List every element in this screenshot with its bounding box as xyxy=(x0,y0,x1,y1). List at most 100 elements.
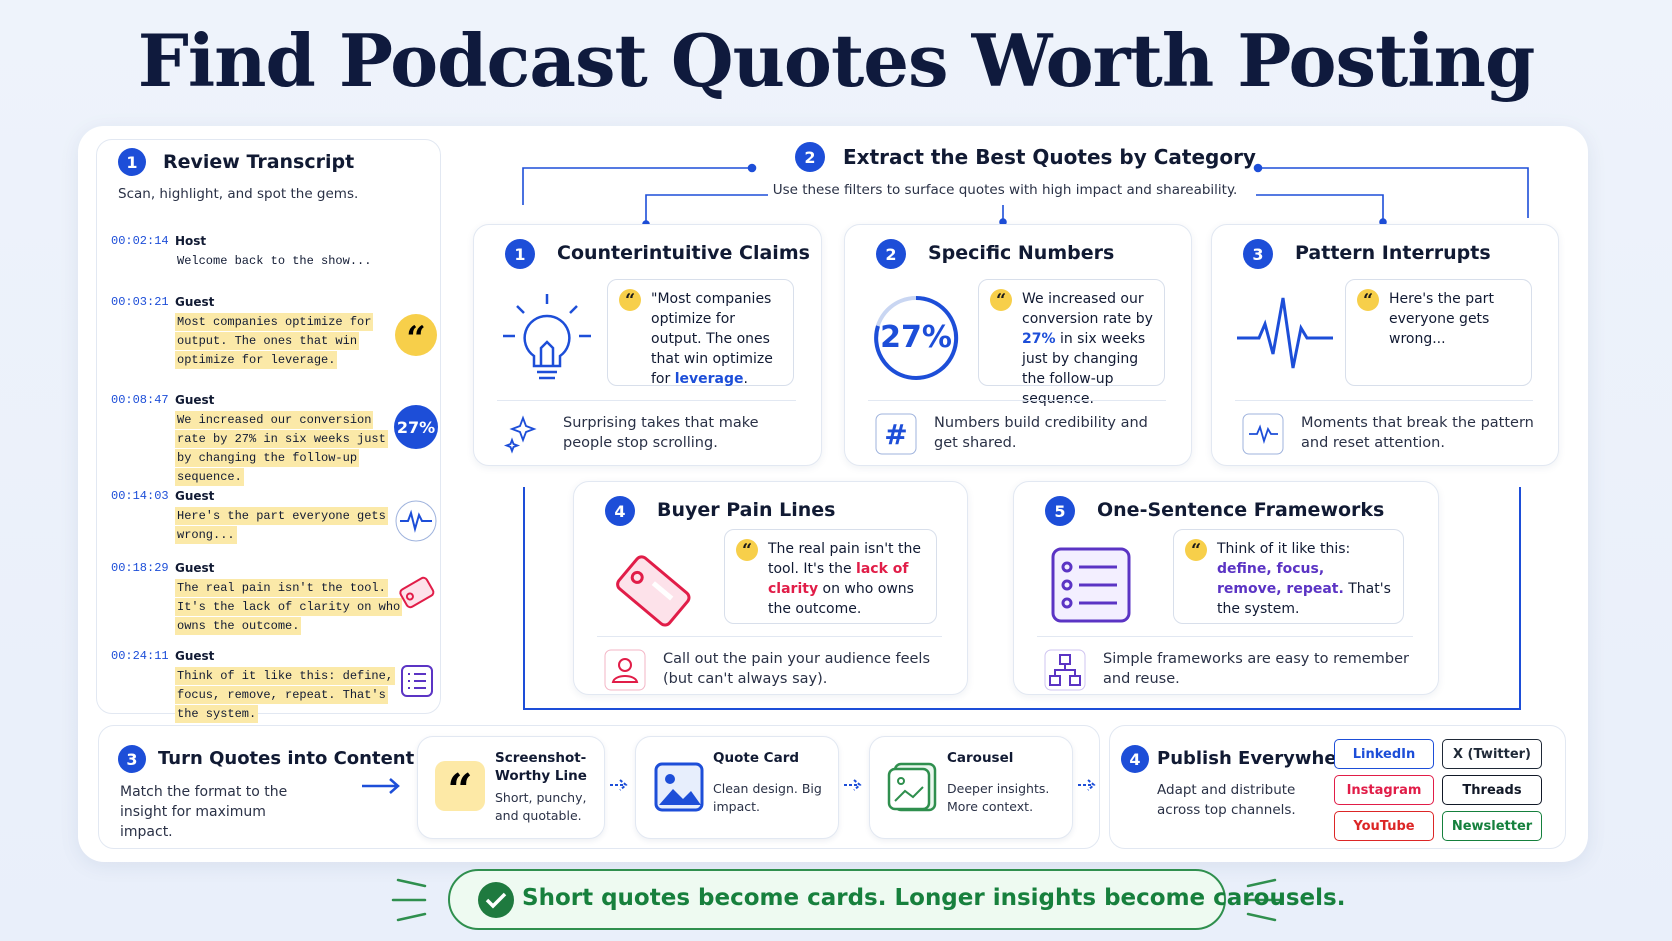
icon xyxy=(601,539,701,639)
icon: “ xyxy=(394,313,438,359)
timestamp: 00:08:47 xyxy=(111,393,169,407)
icon-shape xyxy=(897,777,905,785)
icon-shape xyxy=(616,555,691,627)
icon-graphic: “ xyxy=(395,314,437,359)
transcript-text: Here's the part everyone gets wrong... xyxy=(175,507,401,545)
icon-shape xyxy=(399,576,435,609)
quote-segment: on who owns the outcome. xyxy=(768,581,914,617)
icon-graphic xyxy=(1044,649,1086,691)
channel-badge: X (Twitter) xyxy=(1442,739,1542,769)
stat-text: 27% xyxy=(880,320,952,355)
icon-shape xyxy=(665,774,675,784)
ray xyxy=(396,878,427,888)
quote-text: The real pain isn't the tool. It's the l… xyxy=(768,539,925,619)
icon-shape xyxy=(1242,413,1284,455)
icon xyxy=(394,571,438,615)
step-number: 4 xyxy=(605,496,635,526)
icon-shape xyxy=(1078,779,1096,791)
icon-shape xyxy=(1054,664,1076,676)
quote-segment: The real pain isn't the tool. It's the xyxy=(768,541,921,577)
speaker: Guest xyxy=(175,561,215,575)
category-caption: Simple frameworks are easy to remember a… xyxy=(1103,651,1409,687)
speaker: Guest xyxy=(175,295,215,309)
ray xyxy=(1246,878,1277,888)
icon xyxy=(1241,412,1285,456)
icon-graphic: “ xyxy=(619,289,641,311)
channel-badge: YouTube xyxy=(1334,811,1434,841)
quote-bubble xyxy=(724,529,937,624)
icon-shape xyxy=(503,415,537,454)
icon-shape xyxy=(569,305,578,314)
quote-text: "Most companies optimize for output. The… xyxy=(651,289,782,389)
icon-graphic xyxy=(616,555,691,627)
section-title: Review Transcript xyxy=(163,151,355,173)
format-description: Clean design. Big impact. xyxy=(713,781,822,814)
step-number: 2 xyxy=(795,142,825,172)
icon-graphic: “ xyxy=(990,289,1012,311)
icon-shape xyxy=(395,500,437,542)
icon-shape xyxy=(659,789,701,805)
quote-text: Here's the part everyone gets wrong... xyxy=(1389,289,1520,349)
icon-shape: “ xyxy=(406,319,426,357)
dot xyxy=(1253,163,1263,173)
icon xyxy=(394,659,438,703)
icon-shape xyxy=(616,555,691,627)
quote-segment: Here's the part everyone gets wrong... xyxy=(1389,291,1494,347)
icon-shape xyxy=(1061,597,1073,609)
category-caption: Numbers build credibility and get shared… xyxy=(934,415,1148,451)
icon-graphic xyxy=(478,882,514,918)
icon-shape xyxy=(405,592,414,601)
category-caption: Moments that break the pattern and reset… xyxy=(1301,415,1534,451)
step-number: 3 xyxy=(118,745,146,773)
icon-shape xyxy=(400,509,432,533)
section-subtitle: Adapt and distribute across top channels… xyxy=(1157,782,1296,818)
category-title: Pattern Interrupts xyxy=(1295,242,1491,264)
quote-highlight: define, focus, remove, repeat. xyxy=(1217,561,1344,597)
category-caption: Surprising takes that make people stop s… xyxy=(563,415,759,451)
icon-shape: “ xyxy=(447,765,472,813)
quote-segment: That's the system. xyxy=(1217,581,1391,617)
icon-graphic xyxy=(503,294,591,380)
icon-shape xyxy=(736,539,758,561)
icon-graphic xyxy=(1051,547,1131,623)
icon-shape: “ xyxy=(1363,290,1373,311)
icon-graphic xyxy=(604,649,646,691)
quote-highlight: leverage xyxy=(674,371,744,387)
connector xyxy=(1256,194,1384,222)
transcript-text: Most companies optimize for output. The … xyxy=(175,313,401,370)
icon-graphic: “ xyxy=(1185,539,1207,561)
ray xyxy=(1246,912,1277,922)
icon-shape xyxy=(887,767,931,811)
channel-badge: Newsletter xyxy=(1442,811,1542,841)
icon xyxy=(887,761,939,813)
category-title: Buyer Pain Lines xyxy=(657,499,836,521)
icon-graphic xyxy=(654,762,704,812)
icon xyxy=(360,776,404,796)
transcript-text: We increased our conversion rate by 27% … xyxy=(175,411,401,487)
connector xyxy=(522,167,752,205)
icon-shape xyxy=(874,295,959,380)
highlighted-text: Welcome back to the show... xyxy=(177,254,372,268)
icon xyxy=(653,761,705,813)
page-title: Find Podcast Quotes Worth Posting xyxy=(137,18,1536,103)
section-title: Publish Everywhere xyxy=(1157,748,1358,769)
footer-text: Short quotes become cards. Longer insigh… xyxy=(522,885,1346,911)
highlighted-text: The real pain isn't the tool. It's the l… xyxy=(175,579,403,635)
icon-shape xyxy=(408,673,426,689)
quote-segment: Think of it like this: xyxy=(1217,541,1351,557)
icon-shape xyxy=(1185,539,1207,561)
timestamp: 00:14:03 xyxy=(111,489,169,503)
step-number: 3 xyxy=(1243,239,1273,269)
icon-shape xyxy=(1061,579,1073,591)
transcript-text: Think of it like this: define, focus, re… xyxy=(175,667,401,724)
highlighted-text: Here's the part everyone gets wrong... xyxy=(175,507,388,544)
category-caption: Call out the pain your audience feels (b… xyxy=(663,651,931,687)
icon-graphic xyxy=(395,500,437,542)
icon-graphic xyxy=(362,778,400,794)
icon-shape xyxy=(1357,289,1379,311)
step-number: 5 xyxy=(1045,496,1075,526)
quote-highlight: lack of clarity xyxy=(768,561,909,597)
ray xyxy=(396,912,427,922)
timestamp: 00:02:14 xyxy=(111,234,169,248)
